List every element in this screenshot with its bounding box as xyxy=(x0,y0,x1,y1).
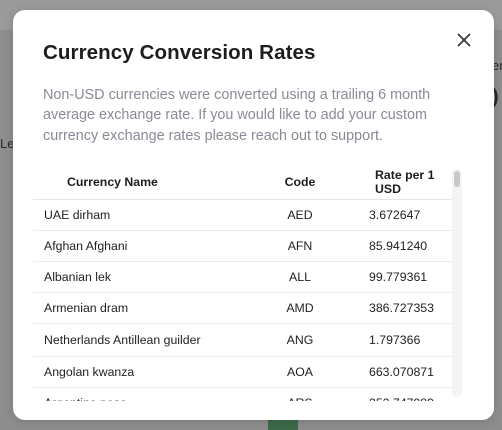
table-row: Netherlands Antillean guilder ANG 1.7973… xyxy=(33,323,453,357)
table-scrollbar[interactable] xyxy=(452,169,462,397)
currency-rate-cell: 99.779361 xyxy=(343,261,453,293)
currency-code-cell: AFN xyxy=(257,230,343,262)
table-header-row: Currency Name Code Rate per 1 USD xyxy=(33,165,453,200)
currency-rate-cell: 85.941240 xyxy=(343,230,453,262)
scrollbar-thumb[interactable] xyxy=(454,171,460,187)
close-button[interactable] xyxy=(454,30,474,50)
currency-code-cell: AMD xyxy=(257,292,343,324)
background-text-fragment: er xyxy=(492,58,502,73)
table-row: Argentine peso ARS 252.747989 xyxy=(33,387,453,401)
currency-rate-cell: 3.672647 xyxy=(343,199,453,231)
currency-code-cell: ARS xyxy=(257,387,343,401)
currency-code-cell: AED xyxy=(257,199,343,231)
currency-code-cell: AOA xyxy=(257,356,343,388)
currency-rate-cell: 663.070871 xyxy=(343,356,453,388)
currency-rate-cell: 1.797366 xyxy=(343,323,453,357)
rates-table: Currency Name Code Rate per 1 USD UAE di… xyxy=(33,165,453,401)
modal-description: Non-USD currencies were converted using … xyxy=(43,87,431,144)
background-link-fragment: Le xyxy=(0,136,15,151)
currency-code-cell: ALL xyxy=(257,261,343,293)
currency-name-cell: Angolan kwanza xyxy=(33,356,257,388)
background-text-fragment: ) xyxy=(492,86,499,108)
modal-title: Currency Conversion Rates xyxy=(43,41,316,64)
rates-table-container[interactable]: Currency Name Code Rate per 1 USD UAE di… xyxy=(33,165,463,401)
column-header-rate: Rate per 1 USD xyxy=(343,165,453,200)
currency-code-cell: ANG xyxy=(257,323,343,357)
currency-name-cell: Afghan Afghani xyxy=(33,230,257,262)
currency-name-cell: Argentine peso xyxy=(33,387,257,401)
currency-rates-modal: Currency Conversion Rates Non-USD curren… xyxy=(13,10,494,420)
column-header-currency-name: Currency Name xyxy=(33,165,257,200)
currency-name-cell: Netherlands Antillean guilder xyxy=(33,323,257,357)
currency-name-cell: Albanian lek xyxy=(33,261,257,293)
currency-rate-cell: 252.747989 xyxy=(343,387,453,401)
currency-name-cell: Armenian dram xyxy=(33,292,257,324)
table-row: Armenian dram AMD 386.727353 xyxy=(33,292,453,324)
table-row: Angolan kwanza AOA 663.070871 xyxy=(33,356,453,388)
close-icon xyxy=(457,33,471,47)
column-header-code: Code xyxy=(257,165,343,200)
currency-rate-cell: 386.727353 xyxy=(343,292,453,324)
currency-name-cell: UAE dirham xyxy=(33,199,257,231)
table-row: Afghan Afghani AFN 85.941240 xyxy=(33,230,453,262)
table-row: Albanian lek ALL 99.779361 xyxy=(33,261,453,293)
table-row: UAE dirham AED 3.672647 xyxy=(33,199,453,231)
